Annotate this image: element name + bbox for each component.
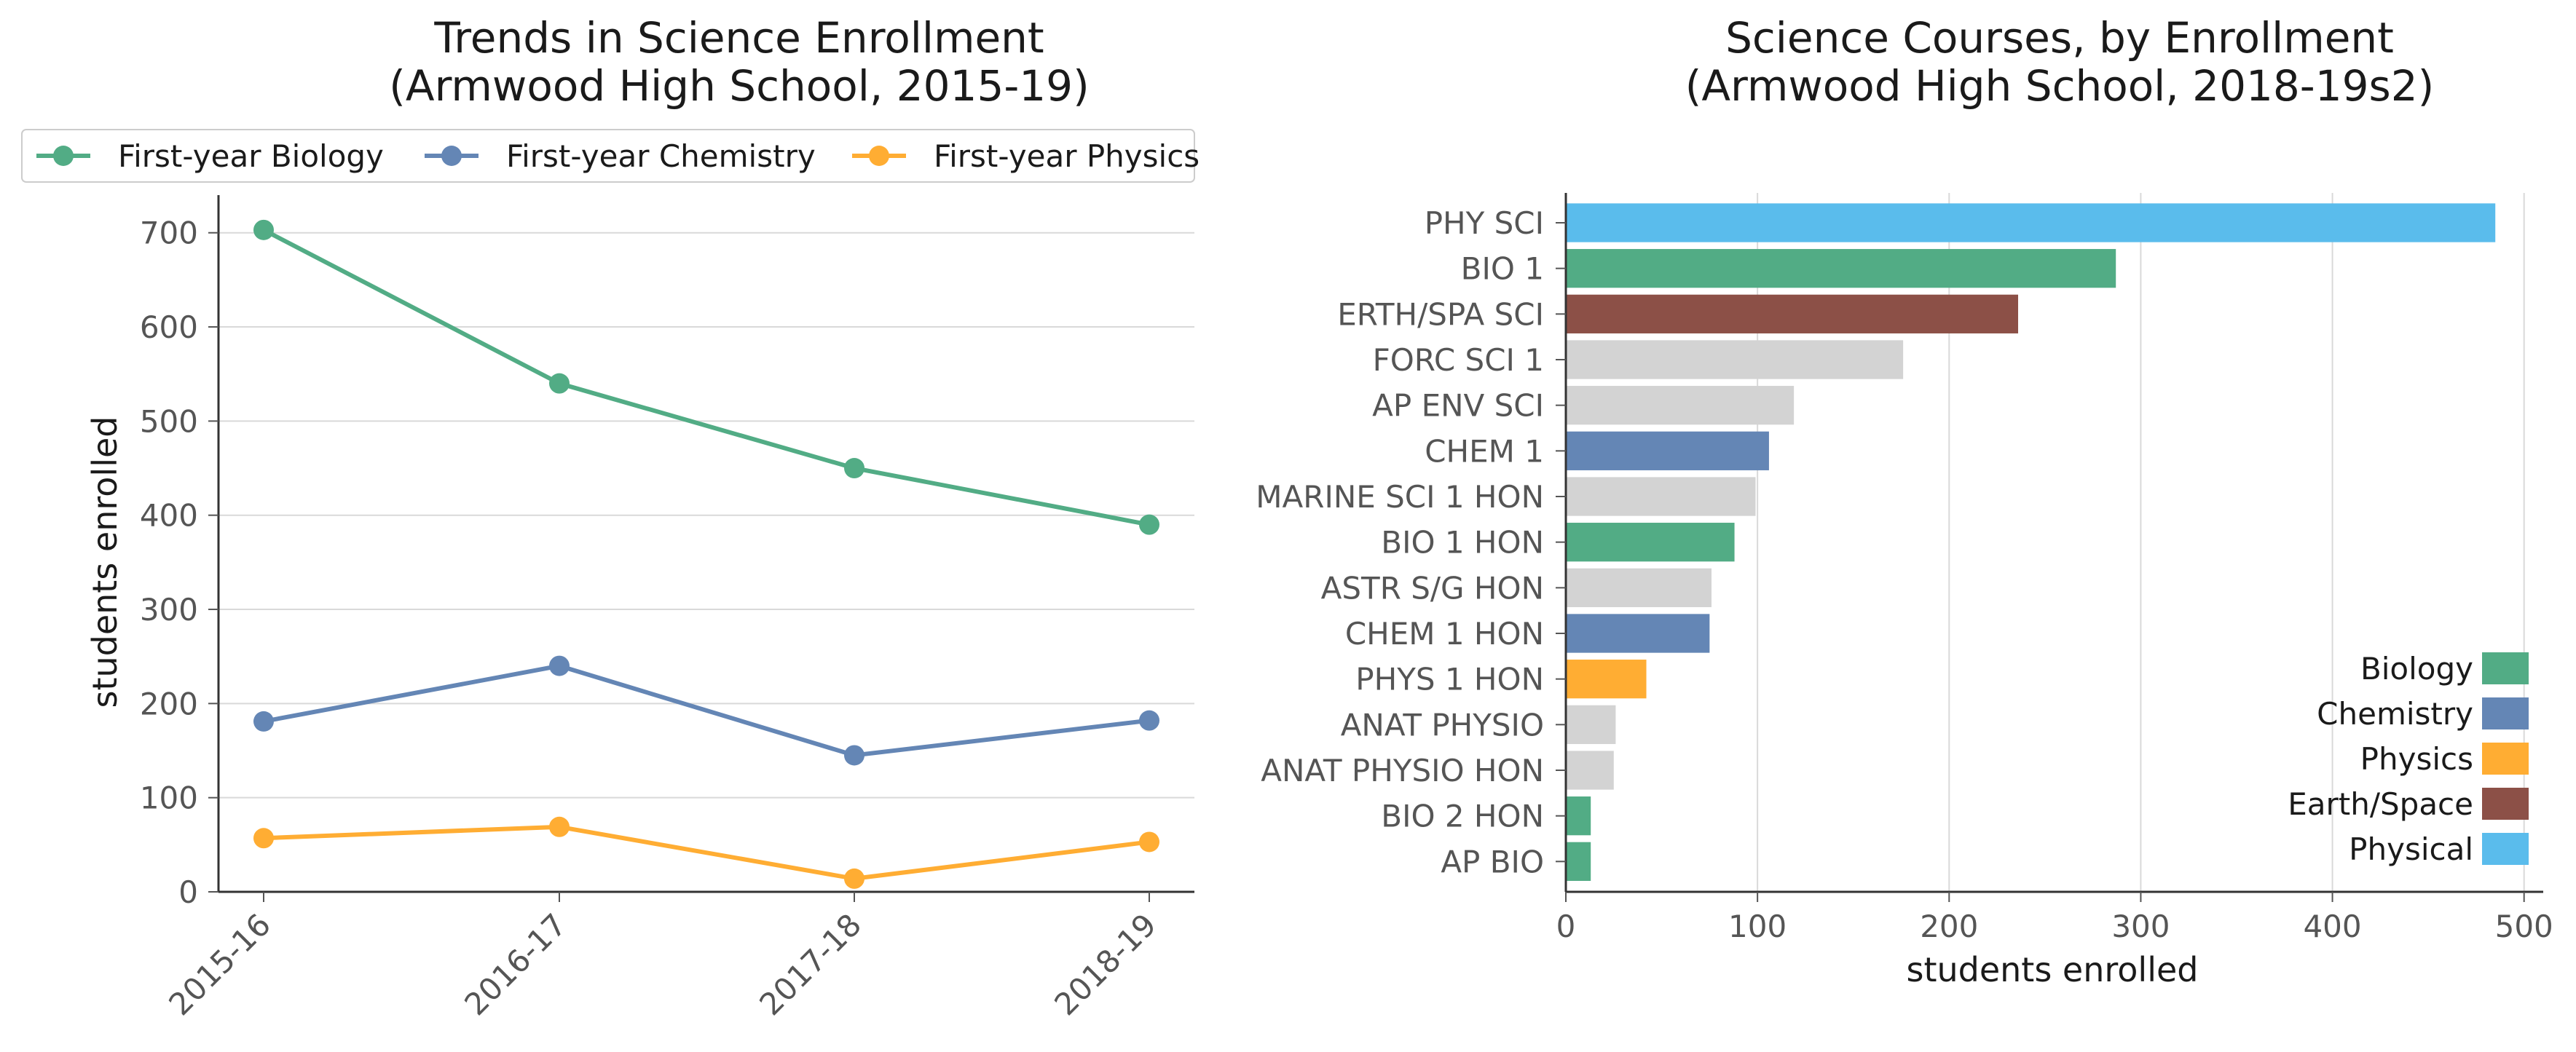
legend-swatch [2482,743,2529,775]
data-point [844,745,864,766]
data-point [253,828,274,849]
bar [1566,568,1712,607]
y-tick-label: 600 [140,309,198,345]
category-label: BIO 2 HON [1381,799,1544,834]
bar [1566,203,2496,242]
category-label: ANAT PHYSIO [1341,707,1544,743]
x-tick-label: 300 [2111,909,2170,944]
bar [1566,386,1795,425]
category-label: AP BIO [1441,844,1544,879]
line-chart-legend: First-year Biology First-year Chemistry Fi… [21,129,1200,183]
line-chart-axes [217,195,1194,893]
bar [1566,340,1904,379]
y-tick-label: 300 [140,592,198,628]
category-label: PHY SCI [1425,205,1544,241]
x-tick-label: 500 [2495,909,2553,944]
legend-swatch-marker [53,146,74,166]
bar-chart-ticks: 0 100 200 300 400 500 PHY SCI BIO 1 ERTH/SPA SCI… [1256,205,2553,944]
bar-chart-title-line1: Science Courses, by Enrollment [1725,13,2394,63]
category-label: FORC SCI 1 [1373,342,1544,378]
legend-label: First-year Chemistry [506,138,816,174]
legend-swatch-marker [441,146,462,166]
line-chart-series [253,219,1159,889]
data-point [844,868,864,889]
y-tick-label: 200 [140,686,198,721]
bar [1566,796,1591,836]
data-point [1139,514,1159,535]
x-tick-label: 2015-16 [162,906,277,1022]
line-chart-title-line1: Trends in Science Enrollment [433,13,1044,63]
category-label: MARINE SCI 1 HON [1256,479,1544,515]
bar-chart-bars [1566,203,2496,881]
legend-label: First-year Physics [934,138,1200,174]
bar-chart-x-axis-label: students enrolled [1907,950,2199,989]
x-tick-label: 2017-18 [752,906,868,1022]
x-tick-label: 200 [1920,909,1978,944]
data-point [1139,710,1159,731]
x-tick-label: 2016-17 [457,906,573,1022]
legend-swatch [2482,788,2529,820]
data-point [1139,831,1159,853]
data-point [549,373,570,394]
bar [1566,249,2116,288]
category-label: CHEM 1 HON [1345,616,1544,652]
data-point [549,655,570,676]
legend-label: Biology [2360,651,2473,687]
category-label: ASTR S/G HON [1321,570,1544,606]
category-label: PHYS 1 HON [1355,662,1544,697]
bar [1566,705,1616,744]
data-point [844,458,864,479]
bar [1566,751,1614,790]
x-tick-label: 400 [2303,909,2361,944]
data-point [253,219,274,240]
legend-swatch-marker [869,146,889,166]
line-chart-grid [218,232,1194,799]
series-line [263,663,1150,758]
legend-label: Physical [2349,831,2473,867]
legend-label: Earth/Space [2288,786,2473,822]
legend-swatch [2482,697,2529,729]
x-tick-label: 100 [1728,909,1787,944]
bar [1566,842,1591,881]
x-tick-label: 2018-19 [1047,906,1163,1022]
y-tick-label: 100 [140,780,198,816]
bar-chart-title-line2: (Armwood High School, 2018-19s2) [1685,61,2435,111]
legend-frame [21,129,1195,183]
line-chart-ticks: 0 100 200 300 400 500 600 700 2015-16 2016-17 2017… [140,215,1163,1022]
legend-label: Physics [2360,741,2473,777]
bar-chart-legend: Biology Chemistry Physics Earth/Space Physic… [2288,651,2529,867]
legend-label: Chemistry [2317,696,2473,732]
y-tick-label: 700 [140,215,198,251]
bar [1566,523,1735,562]
category-label: ERTH/SPA SCI [1337,296,1544,332]
bar [1566,431,1769,470]
series-line [262,228,1150,527]
legend-swatch [2482,833,2529,865]
line-chart-y-axis-label: students enrolled [85,416,125,708]
category-label: AP ENV SCI [1372,388,1544,424]
legend-swatch [2482,652,2529,684]
bar [1566,294,2019,333]
bar [1566,614,1710,653]
category-label: BIO 1 [1461,251,1544,287]
line-chart-title-line2: (Armwood High School, 2015-19) [389,61,1089,111]
y-tick-label: 0 [178,874,198,910]
data-point [253,711,274,732]
y-tick-label: 500 [140,403,198,439]
bar [1566,477,1756,516]
y-tick-label: 400 [140,498,198,534]
x-tick-label: 0 [1556,909,1576,944]
data-point [549,816,570,837]
legend-label: First-year Biology [118,138,384,174]
category-label: ANAT PHYSIO HON [1261,753,1544,788]
category-label: BIO 1 HON [1381,525,1544,561]
bar [1566,660,1647,699]
series-line [263,824,1150,881]
category-label: CHEM 1 [1425,433,1544,469]
